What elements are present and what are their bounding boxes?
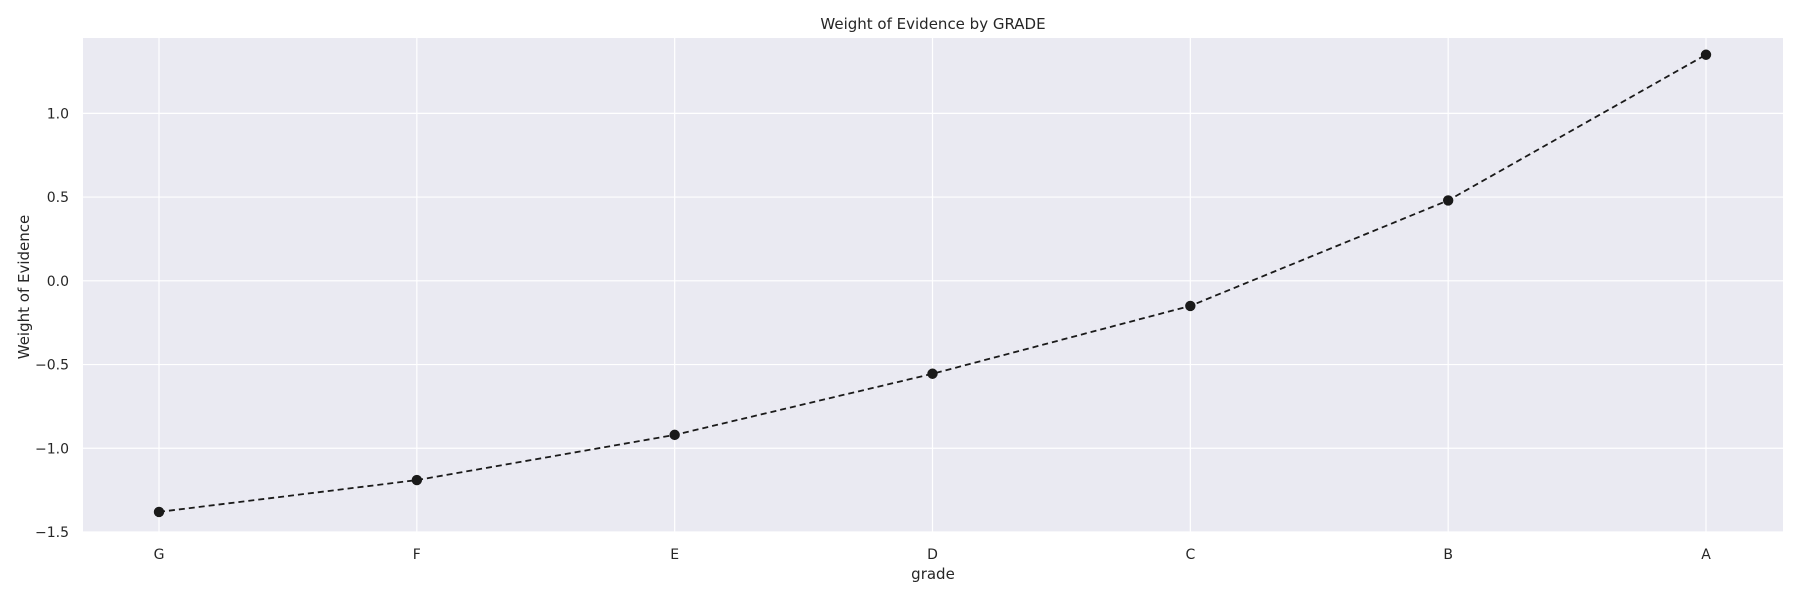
data-point-c (1185, 300, 1196, 312)
x-tick-label: B (1443, 547, 1453, 563)
y-tick-label: −0.5 (35, 358, 69, 374)
x-tick-label: F (413, 547, 421, 563)
y-axis-label: Weight of Evidence (15, 215, 33, 360)
x-tick-label: C (1185, 547, 1195, 563)
data-point-e (669, 429, 680, 441)
y-tick-label: 1.0 (47, 106, 69, 122)
y-tick-label: −1.5 (35, 525, 69, 541)
y-tick-label: 0.0 (47, 274, 69, 290)
x-tick-label: G (154, 547, 165, 563)
y-tick-label: −1.0 (35, 441, 69, 457)
data-point-b (1442, 195, 1454, 206)
data-point-a (1700, 49, 1712, 60)
x-tick-label: A (1701, 547, 1711, 563)
chart-title: Weight of Evidence by GRADE (820, 15, 1045, 33)
x-tick-label: E (670, 547, 679, 563)
x-axis-label: grade (911, 565, 955, 583)
data-points (153, 49, 1712, 518)
x-tick-label: D (927, 547, 938, 563)
data-point-g (153, 506, 165, 518)
y-tick-labels: −1.5 −1.0 −0.5 0.0 0.5 1.0 (35, 106, 69, 541)
data-point-f (411, 474, 423, 486)
grid-lines (83, 38, 1783, 533)
data-point-d (927, 368, 938, 379)
y-tick-label: 0.5 (47, 190, 69, 206)
